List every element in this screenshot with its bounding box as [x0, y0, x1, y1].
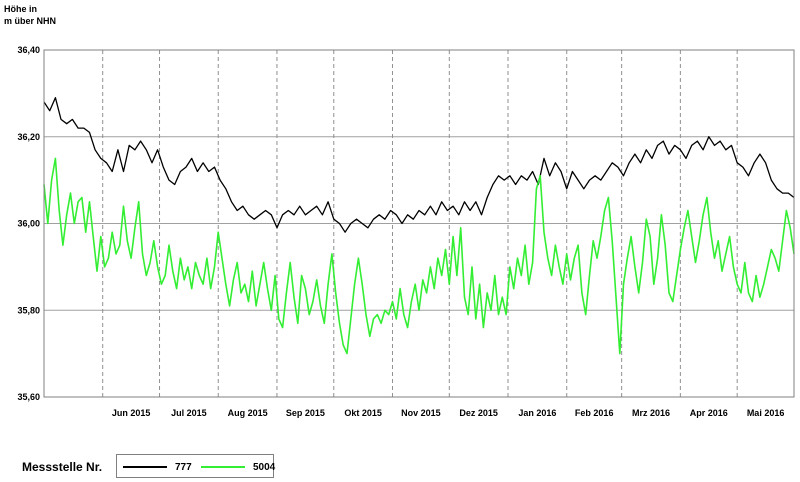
legend-label-5004: 5004: [253, 461, 276, 473]
x-tick-label: Jul 2015: [171, 408, 207, 418]
x-tick-label: Feb 2016: [575, 408, 614, 418]
y-axis-ticks: 35,60 35,80 36,00 36,20 36,40: [17, 45, 40, 402]
y-tick-label: 36,20: [17, 132, 40, 142]
grid: [44, 49, 794, 398]
x-axis-ticks: Jun 2015 Jul 2015 Aug 2015 Sep 2015 Okt 2015…: [112, 408, 785, 418]
y-axis-label-line1: Höhe in: [4, 4, 37, 14]
legend-item-777: 777: [123, 460, 192, 474]
y-tick-label: 36,00: [17, 219, 40, 229]
legend: 777 5004: [116, 454, 275, 478]
x-tick-label: Nov 2015: [401, 408, 441, 418]
y-axis-label-line2: m über NHN: [4, 16, 56, 26]
legend-label-777: 777: [175, 461, 192, 473]
legend-title: Messstelle Nr.: [22, 460, 103, 474]
legend-item-5004: 5004: [201, 460, 275, 474]
x-tick-label: Aug 2015: [228, 408, 268, 418]
plot-frame: [43, 49, 795, 398]
y-tick-label: 35,60: [17, 392, 40, 402]
y-tick-label: 35,80: [17, 305, 40, 315]
series-line-777: [43, 97, 795, 233]
y-tick-label: 36,40: [17, 45, 40, 55]
x-tick-label: Mrz 2016: [632, 408, 670, 418]
legend-swatch-777: [123, 466, 167, 468]
x-tick-label: Jan 2016: [518, 408, 556, 418]
x-tick-label: Apr 2016: [690, 408, 728, 418]
x-tick-label: Mai 2016: [747, 408, 785, 418]
x-tick-label: Sep 2015: [286, 408, 325, 418]
legend-swatch-5004: [201, 466, 245, 468]
series-layer: [43, 97, 795, 355]
x-tick-label: Dez 2015: [459, 408, 498, 418]
series-line-5004: [43, 157, 795, 355]
x-tick-label: Jun 2015: [112, 408, 151, 418]
x-tick-label: Okt 2015: [344, 408, 382, 418]
